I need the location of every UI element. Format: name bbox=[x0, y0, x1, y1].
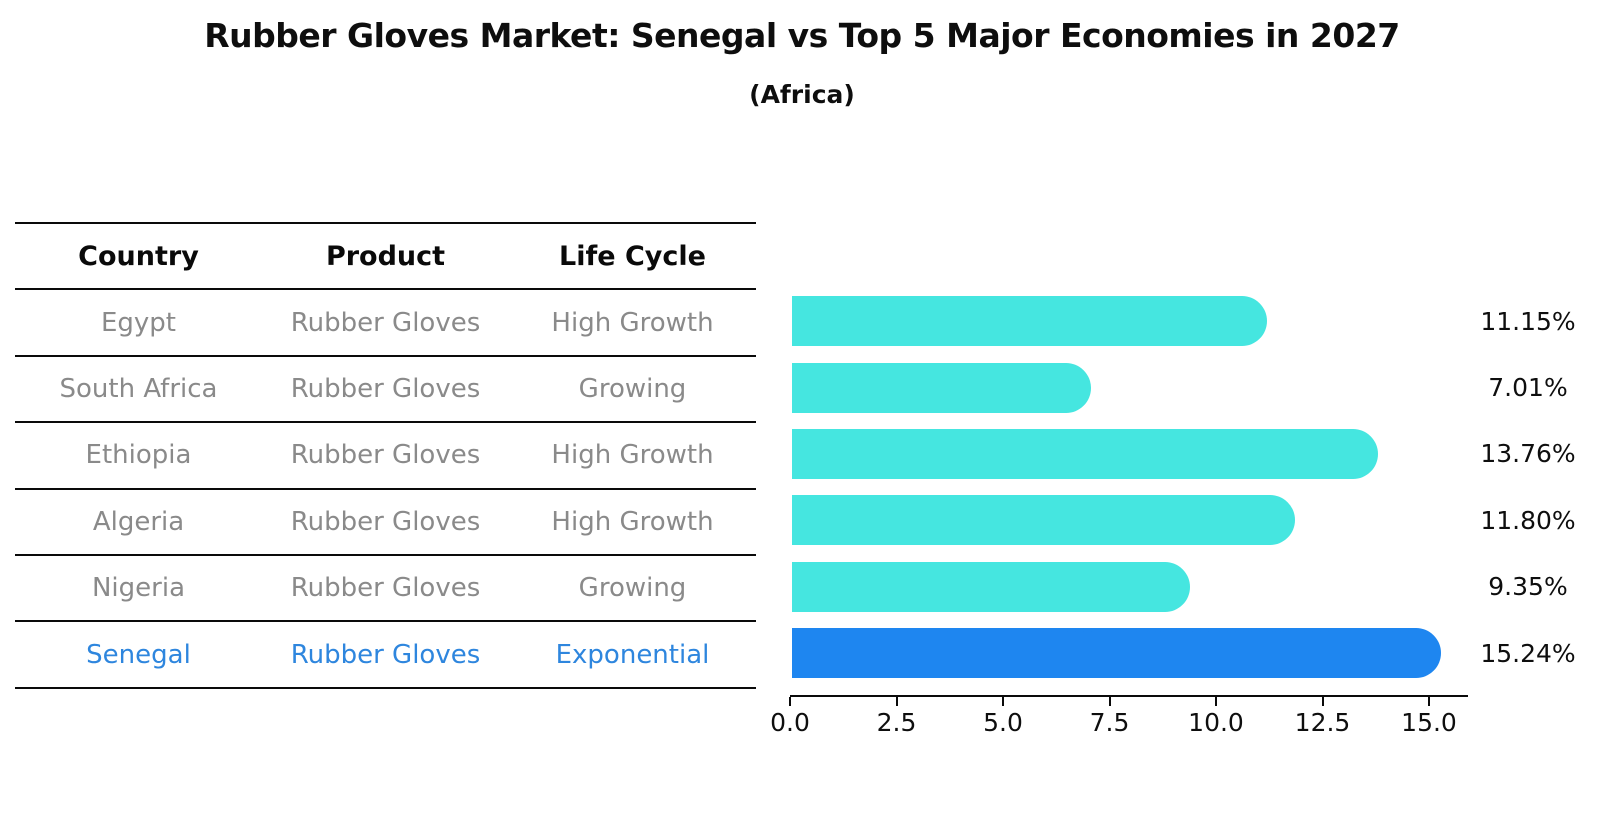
header-cell-product: Product bbox=[325, 240, 446, 272]
value-label-senegal: 15.24% bbox=[1480, 638, 1576, 668]
bar-algeria bbox=[792, 495, 1295, 546]
cell-country: Nigeria bbox=[91, 573, 186, 604]
cell-life-cycle: High Growth bbox=[551, 440, 714, 471]
cell-product: Rubber Gloves bbox=[290, 506, 481, 537]
value-label-column: 11.15% 7.01% 13.76% 11.80% 9.35% 15.24% bbox=[1478, 288, 1578, 686]
x-tick bbox=[1215, 697, 1217, 706]
x-axis-line bbox=[790, 695, 1468, 697]
cell-product: Rubber Gloves bbox=[290, 373, 481, 404]
data-table: Country Product Life Cycle Egypt Rubber … bbox=[15, 222, 756, 689]
cell-life-cycle: Growing bbox=[578, 573, 687, 604]
table-row-egypt: Egypt Rubber Gloves High Growth bbox=[15, 290, 756, 357]
cell-product: Rubber Gloves bbox=[290, 307, 481, 338]
bar-row-ethiopia bbox=[792, 421, 1441, 487]
x-tick bbox=[1321, 697, 1324, 706]
x-tick-label: 5.0 bbox=[983, 708, 1023, 737]
bar-row-egypt bbox=[792, 288, 1441, 354]
table-header-row: Country Product Life Cycle bbox=[15, 224, 756, 291]
cell-country: Egypt bbox=[100, 307, 177, 338]
cell-life-cycle: High Growth bbox=[551, 307, 714, 338]
table-row-nigeria: Nigeria Rubber Gloves Growing bbox=[15, 556, 756, 623]
x-tick bbox=[1108, 697, 1111, 706]
table-row-senegal: Senegal Rubber Gloves Exponential bbox=[15, 622, 756, 689]
x-tick-label: 0.0 bbox=[770, 708, 810, 737]
x-tick-label: 7.5 bbox=[1089, 708, 1130, 737]
x-tick-label: 12.5 bbox=[1294, 708, 1351, 737]
cell-country: Algeria bbox=[92, 506, 185, 537]
table-row-algeria: Algeria Rubber Gloves High Growth bbox=[15, 490, 756, 556]
header-cell-country: Country bbox=[78, 240, 199, 272]
bar-row-nigeria bbox=[792, 554, 1441, 620]
bar-south-africa bbox=[792, 362, 1091, 413]
value-label-nigeria: 9.35% bbox=[1488, 572, 1568, 602]
page-subtitle: (Africa) bbox=[749, 80, 855, 109]
cell-country: Senegal bbox=[86, 639, 191, 670]
cell-life-cycle: Growing bbox=[578, 373, 687, 404]
x-tick-label: 2.5 bbox=[876, 708, 917, 737]
x-tick bbox=[1002, 697, 1004, 706]
x-tick bbox=[895, 697, 898, 706]
bar-row-senegal bbox=[792, 620, 1442, 686]
bar-senegal bbox=[792, 628, 1442, 679]
cell-product: Rubber Gloves bbox=[290, 639, 481, 670]
page-title: Rubber Gloves Market: Senegal vs Top 5 M… bbox=[204, 16, 1400, 55]
cell-life-cycle: High Growth bbox=[551, 506, 714, 537]
cell-product: Rubber Gloves bbox=[290, 573, 481, 604]
bar-row-algeria bbox=[792, 487, 1441, 553]
value-label-algeria: 11.80% bbox=[1480, 505, 1576, 535]
bar-row-south-africa bbox=[792, 354, 1441, 420]
cell-country: Ethiopia bbox=[85, 440, 192, 471]
x-tick-label: 15.0 bbox=[1401, 708, 1457, 737]
bar-egypt bbox=[792, 296, 1267, 347]
x-tick bbox=[1428, 697, 1430, 706]
bar-chart bbox=[792, 288, 1442, 686]
cell-product: Rubber Gloves bbox=[290, 440, 481, 471]
value-label-ethiopia: 13.76% bbox=[1480, 439, 1576, 469]
value-label-south-africa: 7.01% bbox=[1488, 373, 1568, 403]
table-row-south-africa: South Africa Rubber Gloves Growing bbox=[15, 357, 756, 424]
cell-life-cycle: Exponential bbox=[555, 639, 710, 670]
value-label-egypt: 11.15% bbox=[1480, 306, 1576, 336]
x-tick bbox=[789, 697, 791, 706]
bar-ethiopia bbox=[792, 428, 1379, 479]
cell-country: South Africa bbox=[59, 373, 218, 404]
header-cell-life-cycle: Life Cycle bbox=[559, 240, 706, 272]
table-row-ethiopia: Ethiopia Rubber Gloves High Growth bbox=[15, 423, 756, 490]
bar-nigeria bbox=[792, 561, 1191, 612]
x-tick-label: 10.0 bbox=[1188, 708, 1244, 737]
